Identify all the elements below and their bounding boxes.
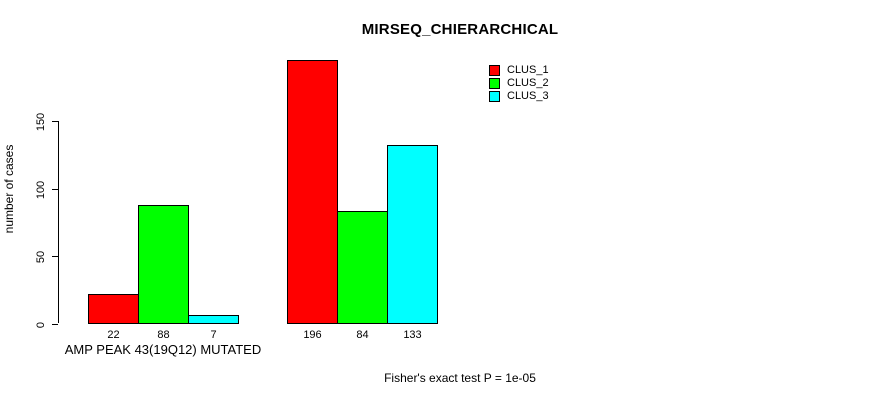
- bar-value-label: 133: [403, 329, 422, 341]
- y-axis-label-text: number of cases: [2, 144, 16, 234]
- fisher-test-annotation: Fisher's exact test P = 1e-05: [384, 371, 536, 385]
- bar-value-label: 84: [356, 329, 369, 341]
- legend-label: CLUS_3: [507, 90, 549, 102]
- bar-value-label: 7: [210, 329, 217, 341]
- legend-item-clus_3: CLUS_3: [489, 90, 549, 103]
- y-axis-tick: [52, 256, 58, 257]
- bar-clus_1-group1: [88, 294, 139, 324]
- legend-item-clus_1: CLUS_1: [489, 64, 549, 77]
- bar-value-label: 196: [303, 329, 322, 341]
- legend-color-swatch: [489, 65, 500, 76]
- legend: CLUS_1 CLUS_2 CLUS_3: [489, 64, 549, 103]
- legend-item-clus_2: CLUS_2: [489, 77, 549, 90]
- legend-color-swatch: [489, 91, 500, 102]
- bar-clus_2-group2: [337, 211, 388, 324]
- legend-label: CLUS_1: [507, 64, 549, 76]
- x-axis-group-label: AMP PEAK 43(19Q12) MUTATED: [64, 342, 262, 357]
- bar-clus_2-group1: [138, 205, 189, 324]
- bar-clus_1-group2: [287, 60, 338, 324]
- bar-clus_3-group1: [188, 315, 239, 324]
- y-axis-tick: [52, 189, 58, 190]
- y-axis-tick: [52, 121, 58, 122]
- legend-color-swatch: [489, 78, 500, 89]
- legend-label: CLUS_2: [507, 77, 549, 89]
- bar-value-label: 88: [157, 329, 170, 341]
- y-axis-tick: [52, 324, 58, 325]
- bar-value-label: 22: [107, 329, 120, 341]
- bar-clus_3-group2: [387, 145, 438, 324]
- chart-title: MIRSEQ_CHIERARCHICAL: [361, 21, 559, 38]
- y-axis-line: [58, 121, 59, 323]
